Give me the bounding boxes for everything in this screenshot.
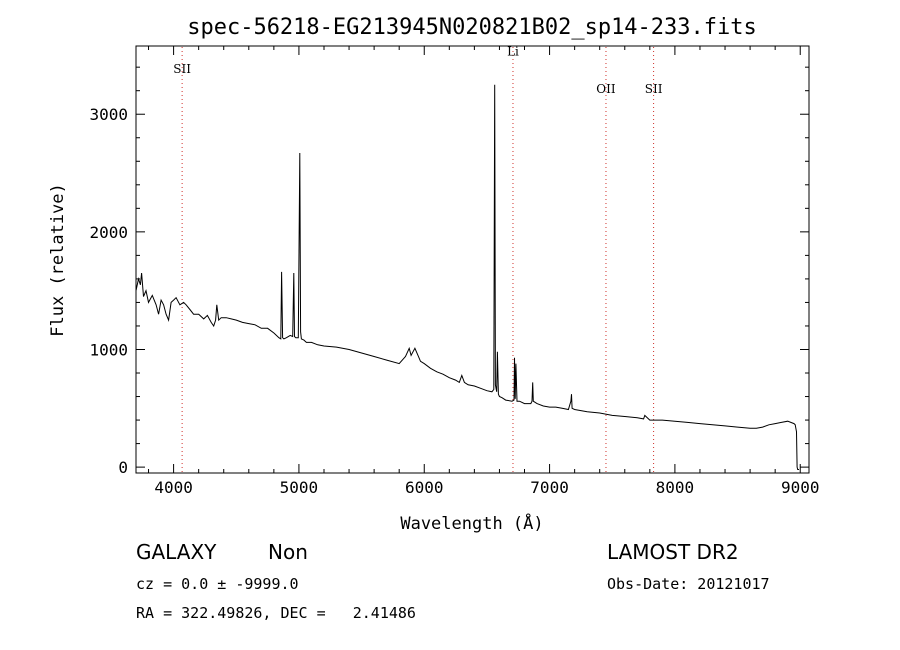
object-subclass: Non: [268, 540, 308, 564]
redshift-info: cz = 0.0 ± -9999.0: [136, 575, 299, 593]
y-tick-label: 1000: [89, 340, 128, 359]
plot-frame: [135, 45, 810, 474]
reference-line-label: OII: [596, 82, 616, 96]
survey-name: LAMOST DR2: [607, 540, 739, 564]
x-tick-label: 7000: [530, 478, 569, 497]
object-class: GALAXY: [136, 540, 217, 564]
y-tick-label: 3000: [89, 105, 128, 124]
reference-line-label: Li: [507, 44, 519, 58]
reference-lines: SII Li OII SII: [173, 44, 663, 472]
y-tick-label: 0: [118, 458, 128, 477]
x-tick-label: 5000: [280, 478, 319, 497]
reference-line-label: SII: [173, 62, 191, 76]
x-tick-label: 9000: [781, 478, 820, 497]
y-tick-label: 2000: [89, 223, 128, 242]
chart-title: spec-56218-EG213945N020821B02_sp14-233.f…: [187, 15, 757, 40]
x-tick-label: 6000: [405, 478, 444, 497]
observation-date: Obs-Date: 20121017: [607, 575, 770, 593]
x-axis-label: Wavelength (Å): [400, 512, 543, 534]
axis-ticks: 4000 5000 6000 7000 8000 9000 0 1000 2000 3000: [89, 46, 819, 497]
coordinates-info: RA = 322.49826, DEC = 2.41486: [136, 604, 416, 622]
y-axis-label: Flux (relative): [48, 183, 68, 337]
reference-line-label: SII: [645, 82, 663, 96]
x-tick-label: 8000: [656, 478, 695, 497]
spectrum-series-line: [135, 84, 799, 470]
x-tick-label: 4000: [154, 478, 193, 497]
